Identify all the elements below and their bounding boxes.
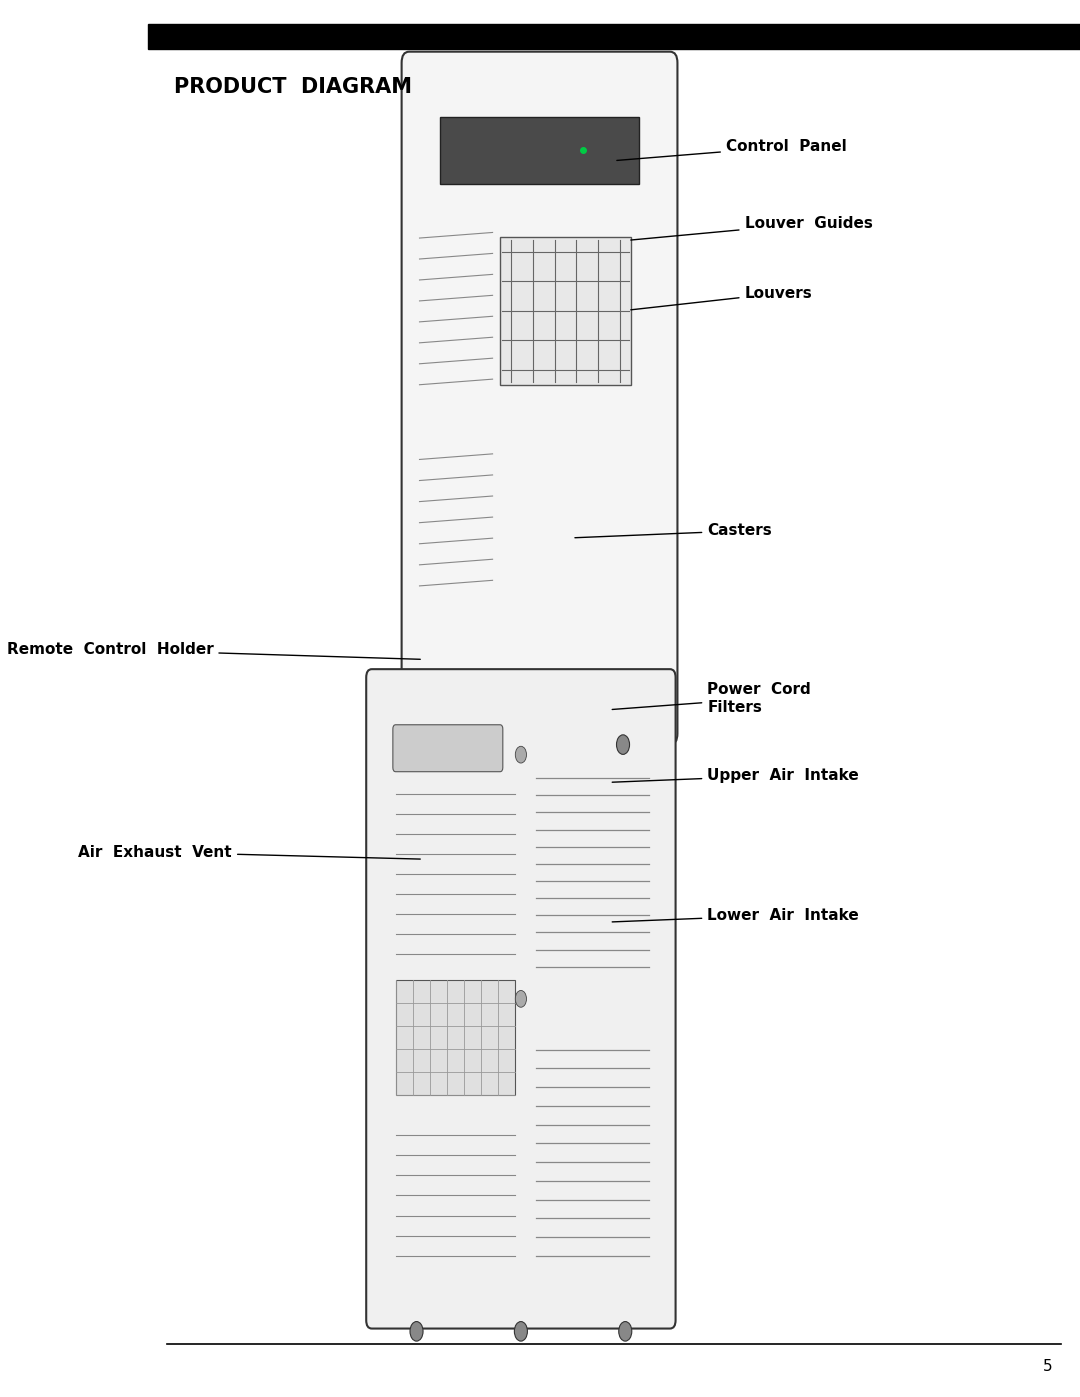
Circle shape xyxy=(410,1322,423,1341)
Text: Power  Cord
Filters: Power Cord Filters xyxy=(612,682,811,715)
Text: Control  Panel: Control Panel xyxy=(617,140,847,161)
Bar xyxy=(395,979,515,1095)
Text: Lower  Air  Intake: Lower Air Intake xyxy=(612,908,859,922)
Circle shape xyxy=(515,990,526,1007)
Text: Remote  Control  Holder: Remote Control Holder xyxy=(6,643,420,659)
Text: Air  Exhaust  Vent: Air Exhaust Vent xyxy=(79,845,420,859)
Circle shape xyxy=(449,735,462,754)
Text: Upper  Air  Intake: Upper Air Intake xyxy=(612,768,859,782)
Circle shape xyxy=(617,735,630,754)
Circle shape xyxy=(619,1322,632,1341)
Text: Louver  Guides: Louver Guides xyxy=(631,217,873,240)
FancyBboxPatch shape xyxy=(366,669,676,1329)
Bar xyxy=(441,116,638,183)
FancyBboxPatch shape xyxy=(393,725,503,771)
Text: PRODUCT  DIAGRAM: PRODUCT DIAGRAM xyxy=(174,77,413,96)
FancyBboxPatch shape xyxy=(402,52,677,745)
Circle shape xyxy=(515,746,526,763)
Text: Louvers: Louvers xyxy=(631,286,812,310)
Bar xyxy=(148,24,1080,49)
Bar xyxy=(500,237,631,384)
Text: 5: 5 xyxy=(1042,1359,1052,1373)
Text: Casters: Casters xyxy=(575,524,772,538)
Circle shape xyxy=(514,1322,527,1341)
